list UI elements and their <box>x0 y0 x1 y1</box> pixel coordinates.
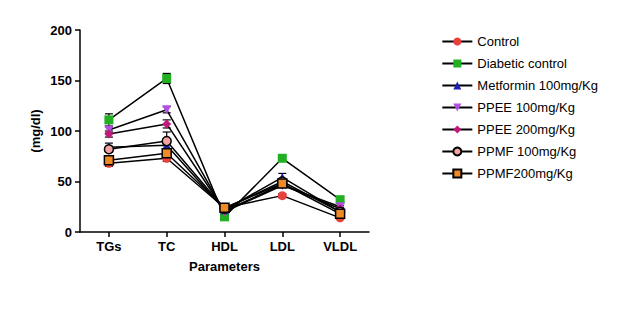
svg-text:HDL: HDL <box>211 239 238 254</box>
svg-text:PPEE 200mg/Kg: PPEE 200mg/Kg <box>477 122 575 137</box>
svg-text:Parameters: Parameters <box>189 259 260 274</box>
svg-text:Diabetic control: Diabetic control <box>477 56 567 71</box>
svg-text:200: 200 <box>50 23 72 38</box>
svg-text:150: 150 <box>50 73 72 88</box>
svg-text:LDL: LDL <box>270 239 295 254</box>
svg-text:VLDL: VLDL <box>323 239 357 254</box>
svg-text:0: 0 <box>65 225 72 240</box>
svg-text:PPMF200mg/Kg: PPMF200mg/Kg <box>477 166 572 181</box>
svg-text:TGs: TGs <box>96 239 121 254</box>
svg-text:100: 100 <box>50 124 72 139</box>
svg-text:50: 50 <box>58 174 72 189</box>
svg-text:PPMF 100mg/Kg: PPMF 100mg/Kg <box>477 144 576 159</box>
svg-text:(mg/dl): (mg/dl) <box>28 109 43 152</box>
svg-text:Metformin 100mg/Kg: Metformin 100mg/Kg <box>477 78 598 93</box>
svg-text:TC: TC <box>158 239 176 254</box>
svg-text:PPEE 100mg/Kg: PPEE 100mg/Kg <box>477 100 575 115</box>
svg-text:Control: Control <box>477 34 519 49</box>
